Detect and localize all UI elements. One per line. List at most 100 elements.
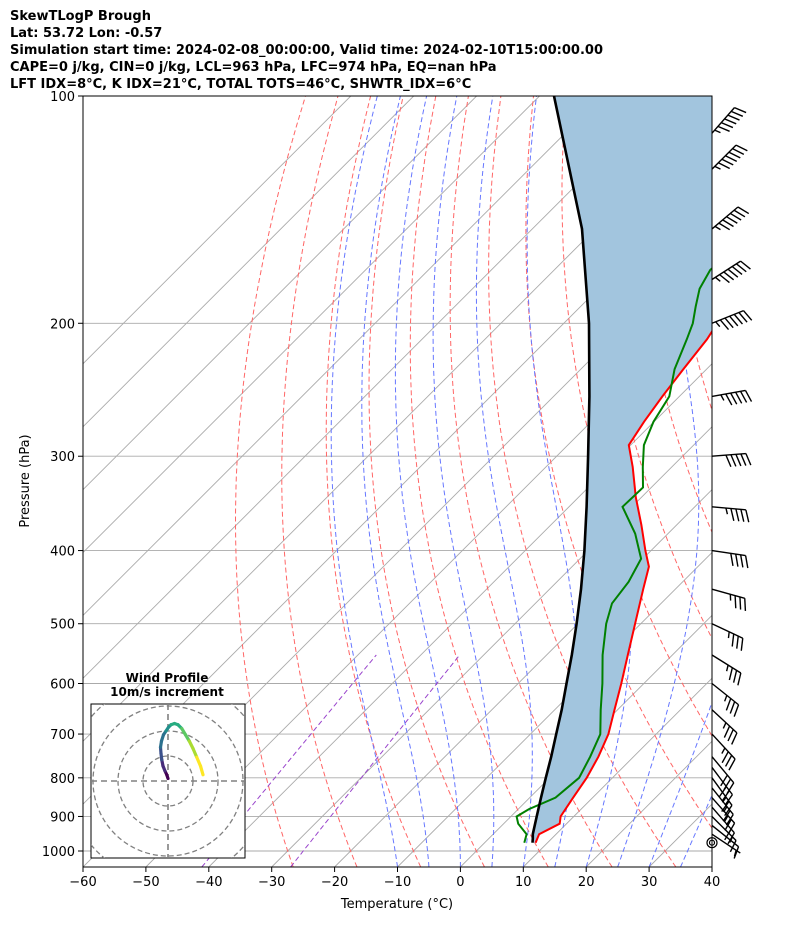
wind-barb-staff (711, 682, 739, 706)
wind-barb-staff (711, 107, 735, 134)
wind-barb (711, 452, 752, 468)
wind-barb-flag (723, 725, 731, 738)
title-indices-2: LFT IDX=8°C, K IDX=21°C, TOTAL TOTS=46°C… (10, 77, 472, 92)
wind-barb-flag (724, 317, 734, 329)
wind-barb-flag (739, 391, 748, 403)
x-tick-label: −10 (384, 875, 411, 890)
wind-barb-flag (725, 698, 732, 711)
wind-barb-flag (724, 794, 733, 806)
wind-barb-flag (727, 822, 736, 835)
wind-barb-flag (725, 814, 734, 826)
wind-barb (711, 756, 735, 794)
wind-barb-flag (728, 667, 734, 681)
wind-barb-flag (721, 751, 729, 764)
dry-adiabat (449, 96, 613, 867)
x-tick-label: −60 (69, 875, 96, 890)
wind-barb-flag (729, 212, 742, 221)
wind-barb-flag (736, 635, 739, 649)
wind-barb-flag (730, 110, 744, 117)
hodograph-segment (198, 764, 205, 777)
moist-adiabat (394, 96, 461, 867)
x-tick-label: 30 (641, 875, 658, 890)
dry-adiabat (325, 96, 422, 867)
moist-adiabat (432, 96, 495, 867)
isotherm (711, 866, 712, 867)
wind-barb-flag (729, 701, 736, 714)
wind-barb-flag (726, 216, 738, 224)
wind-barb-flag (718, 162, 730, 170)
wind-barb-flag (744, 555, 749, 569)
wind-barb-flag (733, 704, 740, 717)
wind-barb-staff (711, 506, 746, 511)
wind-barb-staff (711, 260, 741, 281)
title-location: Lat: 53.72 Lon: -0.57 (10, 26, 163, 41)
y-tick-label: 500 (50, 618, 75, 633)
wind-barb-flag (727, 114, 740, 121)
y-tick-label: 100 (50, 90, 75, 105)
wind-barb-flag (731, 633, 735, 647)
parcel-line (531, 96, 591, 843)
dry-adiabat (281, 96, 358, 867)
wind-barb-half-flag (725, 507, 729, 515)
wind-barb-flag (738, 312, 748, 323)
chart-title: SkewTLogP Brough Lat: 53.72 Lon: -0.57 S… (10, 8, 603, 93)
wind-barb-flag (727, 729, 734, 742)
wind-barb-flag (740, 260, 751, 270)
wind-barb-flag (723, 778, 732, 791)
isotherm (397, 551, 712, 867)
dry-adiabat (368, 96, 485, 867)
wind-barb-flag (732, 670, 738, 683)
isotherm (83, 96, 415, 428)
isotherm (83, 96, 540, 554)
wind-barb-flag (733, 846, 740, 859)
moist-adiabat (680, 793, 712, 867)
wind-barb-staff (711, 452, 746, 457)
wind-barb (711, 733, 736, 771)
wind-barb-flag (719, 319, 730, 331)
wind-barb-flag (733, 313, 743, 325)
wind-barb-half-flag (721, 796, 727, 803)
dewpoint-line (515, 267, 712, 843)
wind-barb-half-flag (714, 276, 721, 282)
wind-barb-flag (745, 509, 750, 523)
wind-barb-flag (718, 222, 731, 231)
dry-adiabat (488, 96, 677, 867)
wind-barb-flag (720, 122, 734, 129)
isotherm (271, 426, 712, 867)
isotherm (83, 96, 603, 617)
wind-barb (711, 623, 744, 651)
isotherm (334, 488, 712, 867)
wind-barb-flag (739, 596, 742, 610)
wind-barb-staff (711, 588, 745, 599)
wind-barb-flag (724, 118, 737, 125)
wind-barb-staff (711, 623, 744, 639)
wind-barb-flag (731, 265, 743, 275)
wind-barb-staff (711, 756, 735, 784)
wind-barb (711, 106, 747, 134)
wind-barb-flag (727, 268, 739, 278)
isotherm (83, 96, 666, 679)
wind-barb-flag (725, 454, 732, 468)
wind-barb (711, 389, 753, 406)
wind-barb-flag (729, 315, 739, 327)
wind-barb-flag (734, 595, 737, 609)
wind-barb-flag (735, 263, 747, 273)
x-axis-label: Temperature (°C) (340, 897, 453, 912)
wind-barbs (706, 106, 753, 859)
wind-barb (711, 588, 747, 611)
wind-barb-flag (730, 392, 738, 405)
wind-barb-staff (711, 144, 737, 170)
wind-barb (711, 206, 750, 231)
wind-barb-flag (730, 508, 735, 521)
wind-barb-half-flag (715, 321, 721, 328)
x-tick-label: −20 (321, 875, 348, 890)
dry-adiabat (729, 96, 794, 867)
wind-barb-half-flag (723, 695, 728, 702)
wind-barb-flag (725, 155, 738, 163)
wind-barb (711, 506, 750, 523)
wind-barb-flag (724, 819, 732, 831)
wind-barb-flag (730, 553, 734, 566)
wind-barb-flag (735, 391, 743, 404)
y-tick-label: 800 (50, 772, 75, 787)
